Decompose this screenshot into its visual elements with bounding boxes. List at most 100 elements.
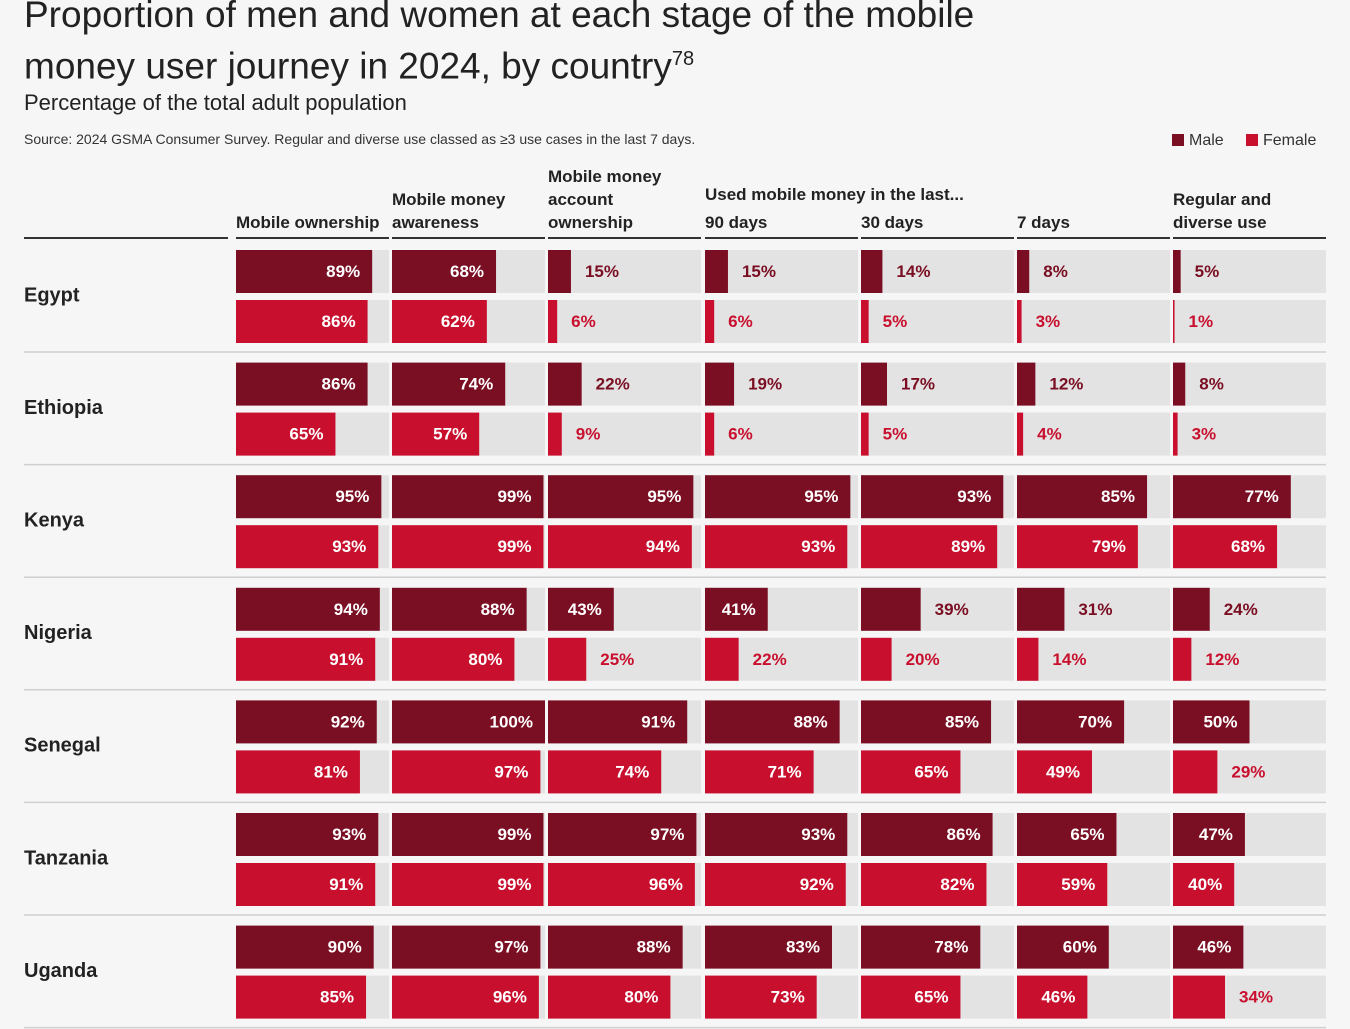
bar-track (705, 250, 858, 293)
bar-track (705, 412, 858, 456)
bar (236, 250, 373, 293)
value-label: 6% (728, 312, 753, 331)
bar-track (1017, 362, 1170, 406)
bar-track (548, 300, 701, 343)
value-label: 91% (329, 875, 363, 894)
bar (861, 587, 921, 631)
bar-track (861, 250, 1014, 293)
bar-track (1173, 250, 1326, 293)
bar (548, 362, 582, 406)
value-label: 31% (1078, 600, 1112, 619)
bar (1173, 813, 1245, 856)
bar (392, 362, 506, 406)
value-label: 74% (459, 375, 493, 394)
bar (1173, 750, 1218, 794)
bar (1017, 475, 1148, 519)
column-header: Mobile money awareness (392, 190, 506, 232)
bar (861, 975, 961, 1019)
value-label: 86% (322, 375, 356, 394)
bar (1173, 525, 1278, 569)
bar-track (1173, 412, 1326, 456)
chart-title: Proportion of men and women at each stag… (24, 0, 975, 87)
value-label: 6% (728, 425, 753, 444)
bar (705, 525, 848, 569)
value-label: 86% (322, 312, 356, 331)
bar (1017, 587, 1065, 631)
bar (548, 750, 662, 794)
value-label: 97% (650, 825, 684, 844)
bar (705, 925, 832, 969)
value-label: 8% (1043, 262, 1068, 281)
bar (392, 813, 544, 856)
bar (1017, 412, 1024, 456)
value-label: 86% (947, 825, 981, 844)
bar (236, 863, 376, 906)
bar (1017, 300, 1022, 343)
bar (861, 525, 998, 569)
bar (548, 587, 614, 631)
country-label: Nigeria (24, 622, 93, 644)
bar (1017, 975, 1088, 1019)
bar (1017, 813, 1117, 856)
value-label: 15% (742, 262, 776, 281)
bar (392, 300, 487, 343)
bar (392, 637, 515, 681)
value-label: 89% (326, 262, 360, 281)
bar (392, 975, 539, 1019)
value-label: 17% (901, 375, 935, 394)
value-label: 25% (600, 650, 634, 669)
value-label: 65% (1070, 825, 1104, 844)
bar (392, 863, 544, 906)
value-label: 99% (497, 487, 531, 506)
value-label: 91% (329, 650, 363, 669)
bar-track (548, 250, 701, 293)
bar (705, 863, 846, 906)
value-label: 80% (624, 988, 658, 1007)
bar-track (861, 412, 1014, 456)
value-label: 70% (1078, 712, 1112, 731)
column-header: Regular and diverse use (1173, 190, 1272, 232)
value-label: 99% (497, 537, 531, 556)
bar-track (1017, 637, 1170, 681)
value-label: 46% (1041, 988, 1075, 1007)
value-label: 12% (1205, 650, 1239, 669)
value-label: 95% (335, 487, 369, 506)
bar (1017, 250, 1030, 293)
value-label: 94% (334, 600, 368, 619)
value-label: 65% (914, 762, 948, 781)
bar (392, 587, 527, 631)
column-header: Mobile money account ownership (548, 167, 662, 232)
bar (392, 525, 544, 569)
value-label: 88% (481, 600, 515, 619)
country-label: Senegal (24, 735, 101, 757)
value-label: 83% (786, 938, 820, 957)
bar (548, 250, 571, 293)
bar (392, 475, 544, 519)
value-label: 40% (1188, 875, 1222, 894)
value-label: 43% (568, 600, 602, 619)
value-label: 88% (637, 938, 671, 957)
value-label: 12% (1049, 375, 1083, 394)
value-label: 34% (1239, 988, 1273, 1007)
value-label: 9% (576, 425, 601, 444)
bar (548, 925, 683, 969)
value-label: 29% (1231, 762, 1265, 781)
country-label: Egypt (24, 284, 80, 306)
column-header: 90 days (705, 213, 768, 232)
bar (1173, 975, 1226, 1019)
legend-label: Female (1263, 132, 1316, 149)
value-label: 39% (935, 600, 969, 619)
bar (861, 750, 961, 794)
bar (236, 925, 374, 969)
value-label: 85% (320, 988, 354, 1007)
bar (705, 637, 739, 681)
value-label: 97% (494, 762, 528, 781)
bar-track (1173, 637, 1326, 681)
value-label: 97% (494, 938, 528, 957)
bar (705, 750, 814, 794)
value-label: 96% (649, 875, 683, 894)
column-header: 7 days (1017, 213, 1070, 232)
value-label: 92% (800, 875, 834, 894)
bar (548, 700, 688, 744)
